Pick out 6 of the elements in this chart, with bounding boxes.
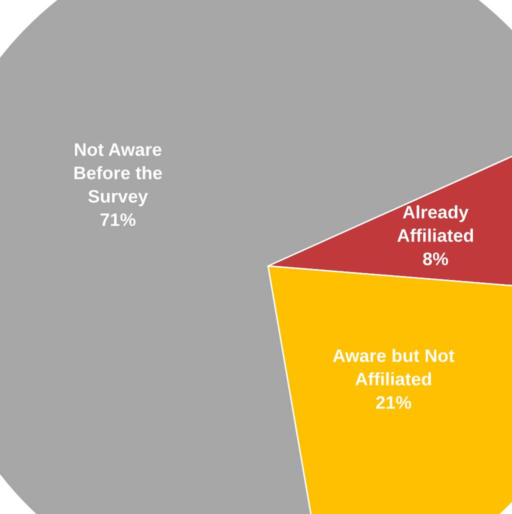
data-label: 21% bbox=[376, 396, 412, 409]
slice-label: Already Affiliated bbox=[397, 205, 473, 242]
data-label: 8% bbox=[423, 252, 448, 266]
slice-label: Not Aware Before the Survey bbox=[74, 143, 162, 206]
data-label: 71% bbox=[100, 213, 136, 226]
slice-label: Aware but Not Affiliated bbox=[332, 348, 454, 386]
